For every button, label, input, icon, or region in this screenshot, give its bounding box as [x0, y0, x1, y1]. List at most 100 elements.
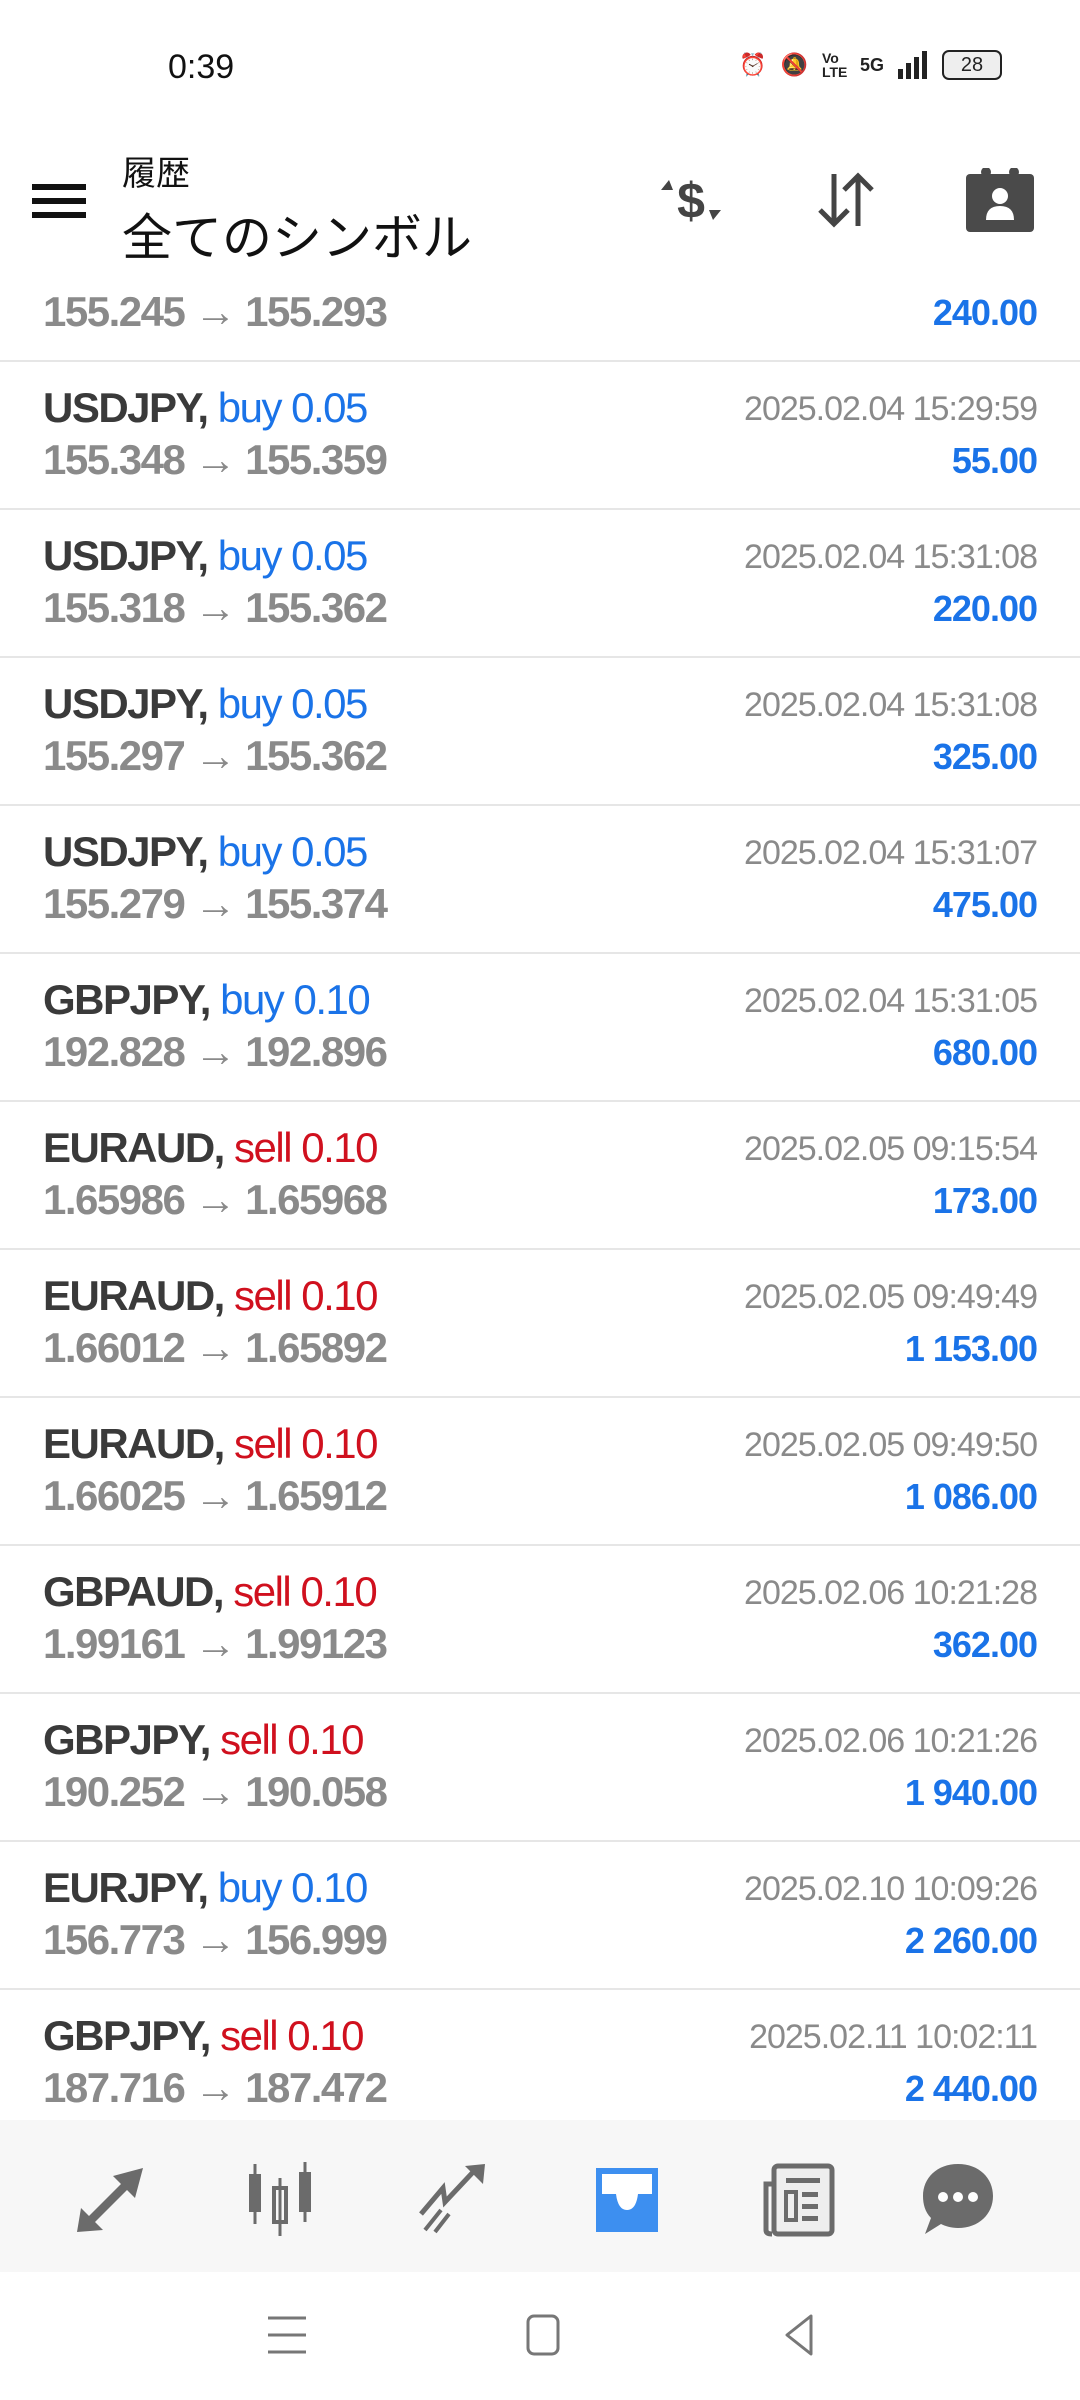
deal-volume: 0.05	[291, 384, 368, 431]
table-row[interactable]: EURAUD, sell 0.10 1.66012 → 1.65892 2025.0…	[0, 1250, 1080, 1398]
deal-volume: 0.05	[291, 828, 368, 875]
table-row[interactable]: GBPJPY, sell 0.10 187.716 → 187.472 2025.0…	[0, 1990, 1080, 2120]
deal-profit: 1 940.00	[904, 1772, 1038, 1813]
deal-volume: 0.10	[287, 1716, 364, 1763]
table-row[interactable]: USDJPY, buy 0.05 155.318 → 155.362 2025.02…	[0, 510, 1080, 658]
deal-time: 2025.02.04 15:31:05	[744, 982, 1038, 1020]
deal-time: 2025.02.05 09:15:54	[744, 1130, 1038, 1168]
deal-symbol: GBPAUD,	[43, 1568, 225, 1615]
deal-side: sell	[233, 1568, 292, 1615]
deal-profit: 1 153.00	[904, 1328, 1038, 1369]
deal-prices: 155.318 → 155.362	[43, 584, 388, 631]
deal-symbol: EURJPY,	[43, 1864, 209, 1911]
table-row[interactable]: GBPJPY, sell 0.10 190.252 → 190.058 2025.0…	[0, 1694, 1080, 1842]
deal-symbol: EURAUD,	[43, 1420, 225, 1467]
deal-profit: 173.00	[932, 1180, 1038, 1221]
deal-symbol-line: EURAUD, sell 0.10	[43, 1124, 378, 1172]
deal-prices: 155.245 → 155.293	[43, 288, 388, 335]
deal-symbol-line: EURAUD, sell 0.10	[43, 1272, 378, 1320]
deal-side: sell	[234, 1420, 293, 1467]
deal-time: 2025.02.06 10:21:26	[744, 1722, 1038, 1760]
deal-prices: 155.348 → 155.359	[43, 436, 388, 483]
deal-prices: 156.773 → 156.999	[43, 1916, 388, 1963]
deal-symbol-line: GBPJPY, sell 0.10	[43, 1716, 365, 1764]
table-row[interactable]: GBPJPY, buy 0.10 192.828 → 192.896 2025.02…	[0, 954, 1080, 1102]
deal-profit: 475.00	[932, 884, 1038, 925]
deal-side: sell	[220, 2012, 279, 2059]
back-icon[interactable]	[775, 2312, 825, 2358]
table-row-partial[interactable]: 155.245 → 155.293 240.00	[0, 272, 1080, 362]
status-time: 0:39	[168, 48, 235, 86]
deal-volume: 0.10	[301, 1124, 378, 1171]
deal-volume: 0.10	[291, 1864, 368, 1911]
deal-symbol-line: USDJPY, buy 0.05	[43, 828, 368, 876]
deal-time: 2025.02.10 10:09:26	[744, 1870, 1038, 1908]
deal-symbol-line: GBPJPY, sell 0.10	[43, 2012, 365, 2060]
deal-symbol: GBPJPY,	[43, 2012, 211, 2059]
deal-prices: 155.279 → 155.374	[43, 880, 388, 927]
recent-apps-icon[interactable]	[262, 2312, 312, 2358]
deal-prices: 1.66012 → 1.65892	[43, 1324, 388, 1371]
table-row[interactable]: GBPAUD, sell 0.10 1.99161 → 1.99123 2025.0…	[0, 1546, 1080, 1694]
deal-profit: 55.00	[951, 440, 1038, 481]
deal-side: sell	[234, 1272, 293, 1319]
news-icon[interactable]	[760, 2160, 838, 2238]
trade-icon[interactable]	[415, 2160, 493, 2238]
quotes-icon[interactable]	[71, 2160, 149, 2238]
deal-history-list[interactable]: 155.245 → 155.293 240.00 USDJPY, buy 0.0…	[0, 272, 1080, 2120]
deal-side: sell	[234, 1124, 293, 1171]
deal-symbol: EURAUD,	[43, 1272, 225, 1319]
table-row[interactable]: EURAUD, sell 0.10 1.65986 → 1.65968 2025.0…	[0, 1102, 1080, 1250]
deal-symbol-line: USDJPY, buy 0.05	[43, 680, 368, 728]
table-row[interactable]: USDJPY, buy 0.05 155.348 → 155.359 2025.02…	[0, 362, 1080, 510]
bottom-navigation	[0, 2120, 1080, 2272]
chat-icon[interactable]	[919, 2160, 997, 2238]
deal-prices: 155.297 → 155.362	[43, 732, 388, 779]
deal-prices: 187.716 → 187.472	[43, 2064, 388, 2111]
deal-symbol: GBPJPY,	[43, 976, 211, 1023]
deal-side: buy	[217, 532, 283, 579]
deal-volume: 0.10	[300, 1568, 377, 1615]
deal-profit: 680.00	[932, 1032, 1038, 1073]
calendar-icon[interactable]	[964, 168, 1036, 232]
deal-profit: 240.00	[932, 292, 1038, 333]
table-row[interactable]: EURAUD, sell 0.10 1.66025 → 1.65912 2025.0…	[0, 1398, 1080, 1546]
deal-symbol-line: EURAUD, sell 0.10	[43, 1420, 378, 1468]
deal-prices: 1.99161 → 1.99123	[43, 1620, 388, 1667]
bell-muted-icon: 🔕	[780, 52, 808, 77]
deal-symbol: USDJPY,	[43, 828, 209, 875]
deal-side: buy	[217, 384, 283, 431]
deal-prices: 1.66025 → 1.65912	[43, 1472, 388, 1519]
table-row[interactable]: EURJPY, buy 0.10 156.773 → 156.999 2025.02…	[0, 1842, 1080, 1990]
deal-prices: 190.252 → 190.058	[43, 1768, 388, 1815]
table-row[interactable]: USDJPY, buy 0.05 155.279 → 155.374 2025.02…	[0, 806, 1080, 954]
system-navigation-bar	[0, 2272, 1080, 2400]
sort-icon[interactable]	[810, 168, 882, 232]
deal-profit: 362.00	[932, 1624, 1038, 1665]
menu-button[interactable]	[32, 184, 86, 218]
home-icon[interactable]	[518, 2312, 568, 2358]
header-subtitle: 履歴	[122, 155, 190, 193]
deal-symbol: USDJPY,	[43, 680, 209, 727]
deal-symbol-line: EURJPY, buy 0.10	[43, 1864, 368, 1912]
deal-time: 2025.02.06 10:21:28	[744, 1574, 1038, 1612]
deal-volume: 0.10	[287, 2012, 364, 2059]
deal-side: buy	[217, 828, 283, 875]
deal-volume: 0.10	[293, 976, 370, 1023]
deal-symbol: EURAUD,	[43, 1124, 225, 1171]
chart-icon[interactable]	[241, 2160, 319, 2238]
deal-volume: 0.05	[291, 532, 368, 579]
deal-profit: 2 260.00	[904, 1920, 1038, 1961]
deal-profit: 220.00	[932, 588, 1038, 629]
deal-profit: 2 440.00	[904, 2068, 1038, 2109]
volte-icon: Vo LTE	[821, 50, 848, 80]
deal-symbol: GBPJPY,	[43, 1716, 211, 1763]
status-icons: ⏰ 🔕 Vo LTE 5G 28	[739, 50, 1002, 80]
page-title[interactable]: 全てのシンボル	[122, 210, 472, 266]
deal-side: buy	[217, 680, 283, 727]
history-inbox-icon[interactable]	[588, 2160, 666, 2238]
table-row[interactable]: USDJPY, buy 0.05 155.297 → 155.362 2025.02…	[0, 658, 1080, 806]
deal-prices: 192.828 → 192.896	[43, 1028, 388, 1075]
deal-symbol: USDJPY,	[43, 532, 209, 579]
currency-exchange-icon[interactable]: $	[655, 168, 727, 232]
